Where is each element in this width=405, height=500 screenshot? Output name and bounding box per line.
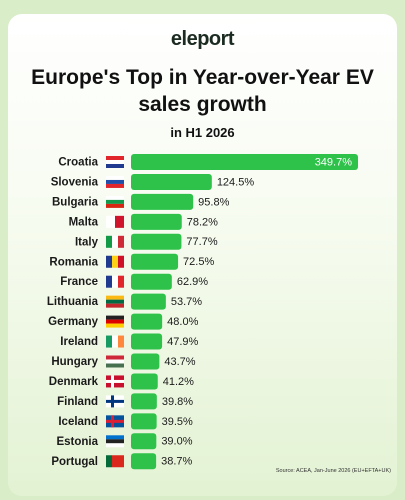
category-label: Finland (57, 396, 98, 408)
flag (118, 275, 124, 288)
bar (131, 273, 172, 290)
flag (106, 195, 124, 200)
source-note: Source: ACEA, Jan-June 2026 (EU+EFTA+UK) (275, 468, 391, 474)
value-label: 43.7% (164, 356, 195, 368)
flag (106, 399, 124, 403)
category-label: Portugal (51, 456, 98, 468)
flag (106, 335, 112, 348)
category-label: Romania (49, 256, 98, 268)
flag (106, 315, 124, 320)
flag (118, 235, 124, 248)
category-label: Ireland (60, 336, 98, 348)
category-label: Malta (69, 216, 99, 228)
value-label: 78.2% (187, 216, 218, 228)
bar (131, 173, 212, 190)
value-label: 39.5% (162, 416, 193, 428)
flag (106, 183, 124, 188)
flag (118, 335, 124, 348)
flag (106, 215, 115, 228)
flag (112, 335, 118, 348)
bar (131, 193, 194, 210)
flag (106, 355, 124, 360)
bar (131, 393, 157, 410)
flag (106, 303, 124, 308)
value-label: 77.7% (186, 236, 217, 248)
value-label: 53.7% (171, 296, 202, 308)
flag (106, 455, 112, 468)
value-label: 47.9% (167, 336, 198, 348)
value-label: 124.5% (217, 176, 255, 188)
flag (118, 455, 124, 468)
flag (106, 439, 124, 444)
value-label: 39.0% (161, 436, 192, 448)
value-label: 95.8% (198, 196, 229, 208)
bar (131, 453, 157, 470)
flag (106, 359, 124, 364)
value-label: 72.5% (183, 256, 214, 268)
category-label: Germany (48, 316, 98, 328)
flag (106, 156, 124, 160)
flag (106, 323, 124, 328)
flag (106, 160, 124, 164)
flag (106, 299, 124, 304)
bar (131, 433, 157, 450)
value-label: 38.7% (161, 456, 192, 468)
flag (106, 319, 124, 324)
flag (106, 435, 124, 440)
flag (106, 179, 124, 184)
bar (131, 333, 163, 350)
flag (118, 255, 124, 268)
flag (106, 379, 124, 383)
flag (115, 215, 124, 228)
flag (106, 255, 112, 268)
category-label: Iceland (58, 416, 98, 428)
flag (106, 363, 124, 368)
value-label: 48.0% (167, 316, 198, 328)
bar (131, 313, 163, 330)
bar (131, 154, 358, 170)
category-label: Estonia (56, 436, 98, 448)
bar (131, 213, 182, 230)
value-label: 39.8% (162, 396, 193, 408)
bar (131, 353, 160, 370)
category-label: Hungary (51, 356, 98, 368)
flag (106, 275, 112, 288)
flag (112, 235, 118, 248)
category-label: Italy (75, 236, 99, 248)
bar (131, 293, 166, 310)
category-label: Slovenia (51, 176, 99, 188)
category-label: France (60, 276, 98, 288)
category-label: Bulgaria (52, 196, 99, 208)
flag (106, 199, 124, 204)
flag (106, 164, 124, 168)
category-label: Denmark (49, 376, 99, 388)
bar (131, 373, 158, 390)
flag (112, 255, 118, 268)
flag (112, 455, 118, 468)
flag (106, 235, 112, 248)
bar (131, 233, 182, 250)
flag (106, 443, 124, 448)
flag (112, 275, 118, 288)
flag (106, 419, 124, 423)
brand-logo: eleport (170, 28, 235, 50)
bar (131, 413, 157, 430)
bar (131, 253, 179, 270)
flag (106, 203, 124, 208)
category-label: Croatia (58, 157, 98, 169)
category-label: Lithuania (47, 296, 99, 308)
value-label: 349.7% (315, 156, 353, 168)
chart-subtitle: in H1 2026 (170, 125, 235, 140)
flag (106, 295, 124, 300)
card (8, 14, 397, 496)
chart-title: Europe's Top in Year-over-Year EV sales … (31, 66, 374, 116)
value-label: 62.9% (177, 276, 208, 288)
flag (106, 175, 124, 180)
value-label: 41.2% (163, 376, 194, 388)
